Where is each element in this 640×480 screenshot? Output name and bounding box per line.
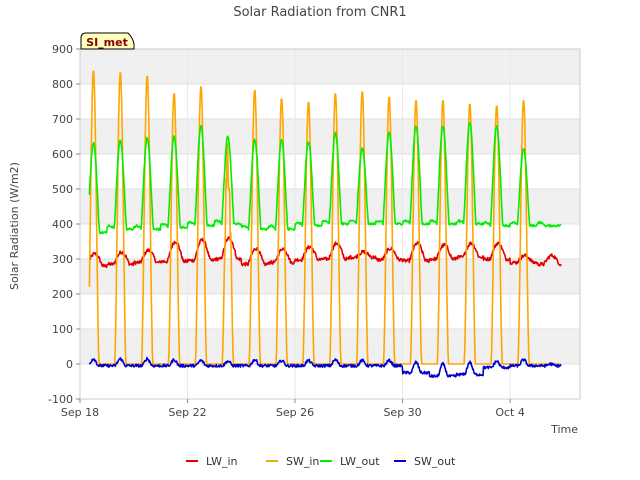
y-tick-label: 100 — [52, 323, 73, 336]
plot-band — [80, 259, 580, 294]
plot-band — [80, 49, 580, 84]
station-badge: SI_met — [80, 32, 135, 50]
y-axis: -100 0 100 200 300 400 500 600 700 800 900 — [48, 43, 80, 406]
legend: LW_in SW_in LW_out SW_out — [186, 455, 456, 468]
y-tick-label: 900 — [52, 43, 73, 56]
plot-background-bands — [80, 49, 580, 399]
x-axis-label: Time — [550, 423, 578, 436]
plot-band — [80, 294, 580, 329]
x-axis: Sep 18 Sep 22 Sep 26 Sep 30 Oct 4 — [61, 399, 525, 419]
x-tick-label: Sep 30 — [383, 406, 421, 419]
y-tick-label: 700 — [52, 113, 73, 126]
y-axis-label: Solar Radiation (W/m2) — [8, 162, 21, 290]
x-tick-label: Sep 26 — [276, 406, 314, 419]
station-badge-label: SI_met — [86, 36, 128, 49]
plot-band — [80, 364, 580, 399]
legend-label: SW_out — [414, 455, 456, 468]
series-line-sw-out — [88, 356, 562, 379]
legend-label: LW_in — [206, 455, 238, 468]
y-tick-label: 400 — [52, 218, 73, 231]
y-tick-label: 200 — [52, 288, 73, 301]
plot-band — [80, 154, 580, 189]
plot-band — [80, 119, 580, 154]
x-tick-label: Sep 22 — [168, 406, 206, 419]
series-layer — [88, 70, 562, 379]
plot-band — [80, 224, 580, 259]
y-tick-label: 600 — [52, 148, 73, 161]
legend-label: LW_out — [340, 455, 380, 468]
y-tick-label: 500 — [52, 183, 73, 196]
legend-label: SW_in — [286, 455, 319, 468]
y-tick-label: 800 — [52, 78, 73, 91]
plot-band — [80, 84, 580, 119]
y-tick-label: 0 — [66, 358, 73, 371]
x-tick-label: Oct 4 — [495, 406, 525, 419]
series-line-lw-in — [89, 236, 562, 268]
station-badge-box — [80, 32, 135, 50]
x-tick-label: Sep 18 — [61, 406, 99, 419]
y-tick-label: 300 — [52, 253, 73, 266]
chart-title: Solar Radiation from CNR1 — [233, 5, 406, 20]
series-line-lw-out — [88, 122, 562, 235]
y-tick-label: -100 — [48, 393, 73, 406]
